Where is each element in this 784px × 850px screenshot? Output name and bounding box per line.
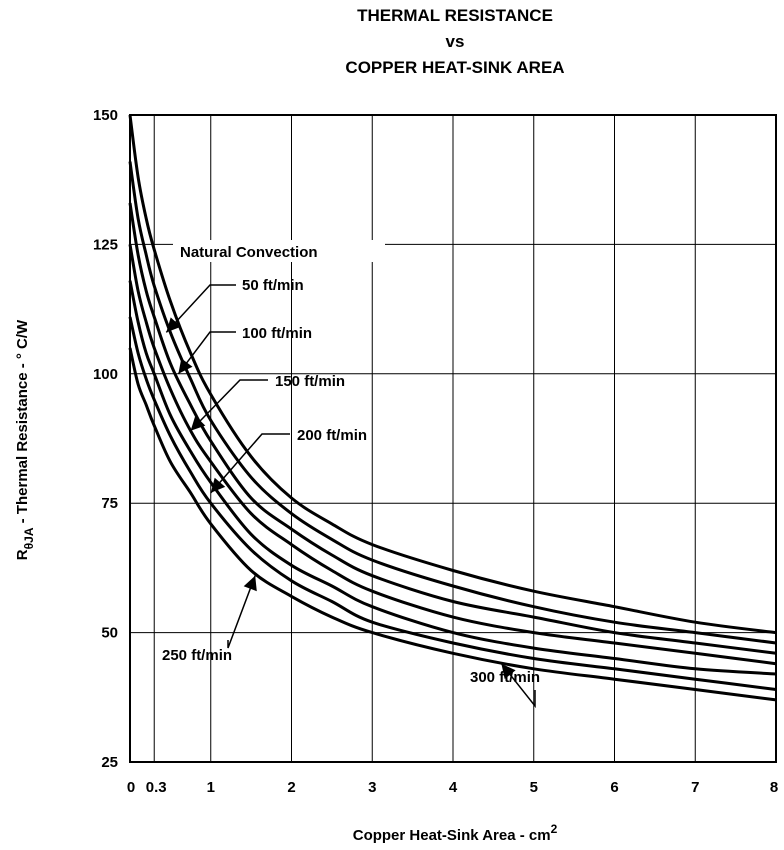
plot-frame [129,114,777,763]
tick-labels: 0 0.3 1 2 3 4 5 6 7 8 25 50 75 100 125 150 [93,107,778,796]
y-axis-label-r: R [14,549,31,560]
x-tick-label: 5 [530,779,538,796]
grid-lines [130,115,776,762]
curve-label-300-ft-min: 300 ft/min [470,669,540,686]
curve-label-200-ft-min: 200 ft/min [297,427,367,444]
x-axis-label-text: Copper Heat-Sink Area - cm [353,827,551,844]
leader-line-100-ft-min [177,331,236,375]
arrowhead-300-ft-min [501,663,516,679]
y-axis-label-rest: - Thermal Resistance - ° C/W [14,319,31,528]
curve-label-50-ft-min: 50 ft/min [242,277,304,294]
leader-line-300-ft-min [500,663,536,709]
x-tick-label: 6 [610,779,618,796]
arrowhead-100-ft-min [178,358,193,374]
series-line-50-ft-min [128,161,777,645]
x-tick-label: 3 [368,779,376,796]
series-line-100-ft-min [128,202,777,655]
y-tick-label: 25 [101,754,118,771]
arrowhead-250-ft-min [243,575,257,592]
x-tick-label: 1 [207,779,215,796]
leader-line-50-ft-min [165,284,236,333]
curve-label-250-ft-min: 250 ft/min [162,647,232,664]
series-line-300-ft-min [128,347,777,702]
x-tick-label: 2 [287,779,295,796]
curve-label-natural-convection: Natural Convection [180,244,318,261]
chart-title-line-1: THERMAL RESISTANCE [357,6,553,25]
x-tick-label: 8 [770,779,778,796]
arrowhead-50-ft-min [166,317,181,333]
x-axis-label: Copper Heat-Sink Area - cm2 [353,822,558,844]
x-tick-label: 4 [449,779,458,796]
x-tick-label: 0.3 [146,779,167,796]
arrowhead-150-ft-min [190,415,206,431]
leader-line-250-ft-min [227,575,256,649]
y-axis-label: RθJA - Thermal Resistance - ° C/W [14,319,36,560]
x-axis-label-superscript: 2 [551,822,558,836]
y-tick-label: 100 [93,366,118,383]
y-tick-label: 150 [93,107,118,124]
y-tick-label: 50 [101,625,118,642]
chart-title-line-3: COPPER HEAT-SINK AREA [345,58,565,77]
series-line-250-ft-min [128,316,777,691]
label-background [173,240,385,262]
y-axis-label-theta: θ [22,543,36,550]
y-axis-label-ja: JA [22,527,36,543]
series-line-150-ft-min [128,244,777,666]
curve-annotations: Natural Convection 50 ft/min 100 ft/min 150… [162,240,540,709]
x-tick-label: 7 [691,779,699,796]
y-tick-label: 125 [93,236,118,253]
curve-label-150-ft-min: 150 ft/min [275,373,345,390]
series-line-natural-convection [128,114,777,635]
y-tick-label: 75 [101,495,118,512]
series-line-200-ft-min [128,280,777,676]
leader-line-200-ft-min [210,433,290,494]
chart-title-line-2: vs [445,32,465,51]
curve-label-100-ft-min: 100 ft/min [242,325,312,342]
leader-line-150-ft-min [190,379,268,432]
arrowhead-200-ft-min [210,477,226,493]
series-curves [128,114,777,702]
x-tick-label: 0 [127,779,135,796]
